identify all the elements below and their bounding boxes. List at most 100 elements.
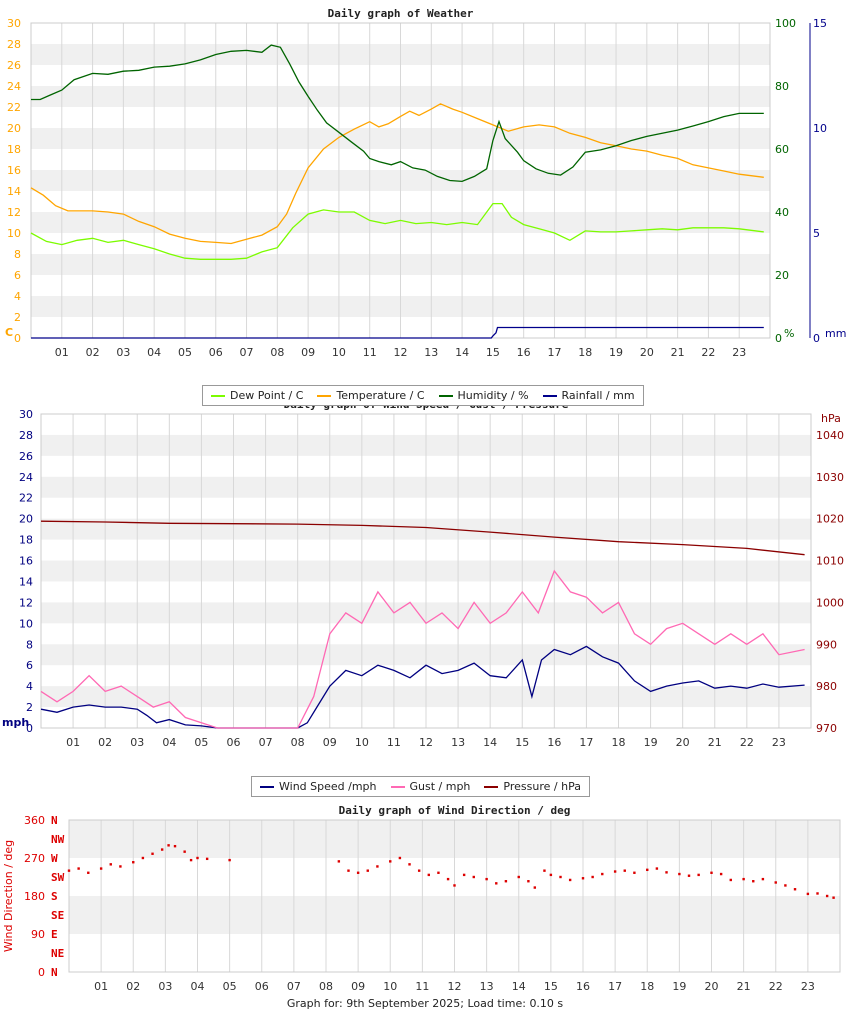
weather-legend: Dew Point / C Temperature / C Humidity /… <box>202 385 644 406</box>
wind-x-tick: 13 <box>451 736 465 749</box>
wind-left-tick: 26 <box>19 450 33 463</box>
wind-left-tick: 24 <box>19 471 33 484</box>
winddir-point <box>472 875 475 879</box>
winddir-point <box>437 871 440 874</box>
weather-x-tick: 22 <box>701 346 715 359</box>
winddir-point <box>462 873 466 877</box>
winddir-point <box>774 881 777 884</box>
winddir-y-tick: 270 <box>24 852 45 865</box>
footer-load-label: ; Load time: <box>460 997 530 1010</box>
wind-x-tick: 18 <box>612 736 626 749</box>
weather-humidity-tick: 0 <box>775 332 782 345</box>
wind-legend: Wind Speed /mph Gust / mph Pressure / hP… <box>251 776 590 797</box>
winddir-point <box>151 852 154 855</box>
wind-series-pressure <box>40 520 805 556</box>
winddir-x-tick: 08 <box>319 980 333 993</box>
winddir-point <box>196 856 199 860</box>
wind-x-tick: 14 <box>483 736 497 749</box>
winddir-x-tick: 04 <box>191 980 205 993</box>
winddir-y-tick: 180 <box>24 890 45 903</box>
winddir-point <box>568 878 572 882</box>
weather-left-tick: 16 <box>7 164 21 177</box>
winddir-point <box>77 867 80 870</box>
weather-x-tick: 19 <box>609 346 623 359</box>
winddir-point <box>189 858 193 862</box>
winddir-x-tick: 10 <box>383 980 397 993</box>
wind-x-tick: 05 <box>194 736 208 749</box>
winddir-y-tick: 360 <box>24 814 45 827</box>
wind-right-tick: 990 <box>816 638 837 651</box>
winddir-x-tick: 16 <box>576 980 590 993</box>
weather-series-rainfall <box>31 326 764 339</box>
wind-left-tick: 18 <box>19 534 33 547</box>
weather-left-tick: 22 <box>7 101 21 114</box>
wind-x-tick: 01 <box>66 736 80 749</box>
wind-x-tick: 09 <box>323 736 337 749</box>
weather-title: Daily graph of Weather <box>328 7 474 20</box>
wind-left-tick: 12 <box>19 596 33 609</box>
weather-left-tick: 26 <box>7 59 21 72</box>
winddir-point <box>485 877 488 881</box>
winddir-chart: 01 02 03 04 05 06 07 08 09 10 11 12 13 14 15 16 17 18 19 20… <box>2 804 841 993</box>
wind-left-tick: 0 <box>26 722 33 735</box>
weather-x-tick: 17 <box>547 346 561 359</box>
winddir-point <box>119 865 122 868</box>
wind-x-tick: 06 <box>227 736 241 749</box>
weather-x-tick: 11 <box>363 346 377 359</box>
weather-x-tick: 06 <box>209 346 223 359</box>
weather-humidity-tick: 60 <box>775 143 789 156</box>
wind-series-wind-speed <box>40 645 805 729</box>
weather-left-tick: 24 <box>7 80 21 93</box>
winddir-x-tick: 18 <box>640 980 654 993</box>
winddir-point <box>398 856 402 860</box>
winddir-point <box>356 871 360 874</box>
legend-windspeed: Wind Speed /mph <box>260 780 377 793</box>
winddir-point <box>784 884 787 887</box>
winddir-point <box>67 869 71 872</box>
winddir-point <box>173 844 177 848</box>
legend-dewpoint-label: Dew Point / C <box>230 389 304 402</box>
weather-chart: 01 02 03 04 05 06 07 08 09 10 11 12 13 14 15 16 17 18 19 20… <box>5 7 846 359</box>
winddir-point <box>623 869 626 872</box>
winddir-x-tick: 01 <box>94 980 108 993</box>
winddir-x-tick: 09 <box>351 980 365 993</box>
weather-left-tick: 14 <box>7 185 21 198</box>
winddir-point <box>633 871 636 874</box>
weather-humidity-tick: 100 <box>775 17 796 30</box>
winddir-point <box>697 873 700 877</box>
winddir-point <box>761 877 765 881</box>
winddir-point <box>183 850 186 853</box>
legend-pressure-label: Pressure / hPa <box>503 780 581 793</box>
weather-rain-tick: 15 <box>813 17 827 30</box>
weather-left-tick: 4 <box>14 290 21 303</box>
wind-right-tick: 980 <box>816 680 837 693</box>
winddir-point <box>719 872 723 876</box>
weather-x-tick: 14 <box>455 346 469 359</box>
legend-pressure: Pressure / hPa <box>484 780 581 793</box>
winddir-point <box>389 860 392 863</box>
winddir-compass-label: NE <box>51 947 64 960</box>
winddir-x-tick: 11 <box>415 980 429 993</box>
weather-rain-tick: 10 <box>813 122 827 135</box>
wind-x-tick: 12 <box>419 736 433 749</box>
legend-humidity-label: Humidity / % <box>457 389 529 402</box>
winddir-point <box>687 874 691 877</box>
weather-left-tick: 2 <box>14 311 21 324</box>
winddir-title: Daily graph of Wind Direction / deg <box>339 804 571 817</box>
weather-x-tick: 23 <box>732 346 746 359</box>
weather-x-tick: 15 <box>486 346 500 359</box>
wind-right-tick: 1030 <box>816 471 844 484</box>
winddir-point <box>517 875 520 879</box>
weather-x-tick: 20 <box>640 346 654 359</box>
winddir-point <box>495 882 498 885</box>
weather-left-tick: 28 <box>7 38 21 51</box>
weather-humidity-unit: % <box>784 327 794 340</box>
weather-left-tick: 8 <box>14 248 21 261</box>
weather-rain-unit: mm <box>825 327 846 340</box>
weather-x-tick: 12 <box>394 346 408 359</box>
winddir-point <box>559 875 562 879</box>
wind-x-tick: 16 <box>547 736 561 749</box>
legend-gust-label: Gust / mph <box>409 780 471 793</box>
winddir-x-tick: 12 <box>448 980 462 993</box>
weather-left-tick: 12 <box>7 206 21 219</box>
